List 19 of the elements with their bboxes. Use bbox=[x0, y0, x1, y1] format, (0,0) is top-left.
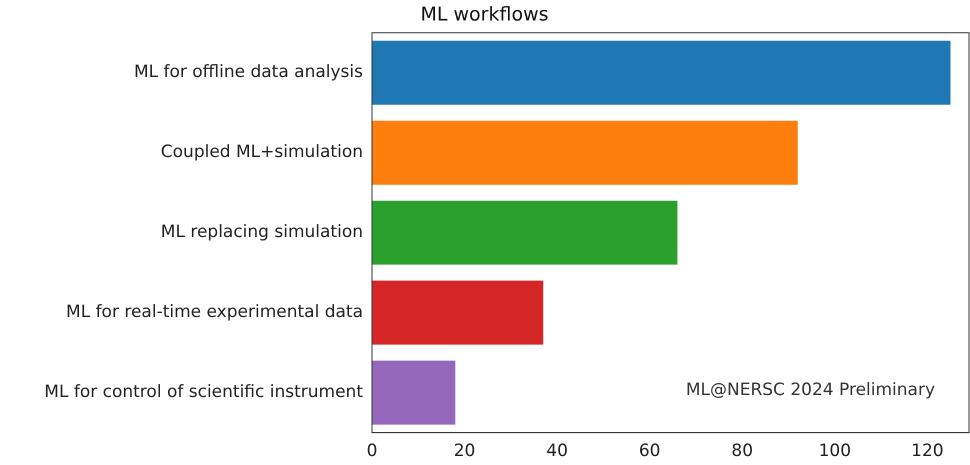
chart-title: ML workflows bbox=[420, 3, 549, 26]
x-tick-label: 40 bbox=[546, 441, 568, 462]
y-tick-label: ML for offline data analysis bbox=[134, 62, 364, 82]
bar bbox=[372, 280, 544, 345]
x-tick-label: 0 bbox=[366, 441, 378, 462]
bar bbox=[372, 200, 678, 265]
annotation: ML@NERSC 2024 Preliminary bbox=[686, 380, 935, 400]
bar bbox=[372, 40, 950, 105]
y-tick-label: ML for control of scientific instrument bbox=[44, 382, 364, 402]
x-tick-label: 100 bbox=[818, 441, 852, 462]
bar bbox=[372, 120, 798, 185]
x-tick-label: 20 bbox=[454, 441, 476, 462]
bar bbox=[372, 360, 456, 425]
y-tick-label: ML replacing simulation bbox=[160, 222, 363, 242]
y-tick-label: Coupled ML+simulation bbox=[160, 142, 363, 162]
y-tick-label: ML for real-time experimental data bbox=[66, 302, 363, 322]
x-tick-label: 120 bbox=[911, 441, 944, 462]
x-tick-label: 80 bbox=[731, 441, 754, 462]
x-tick-label: 60 bbox=[638, 441, 660, 462]
